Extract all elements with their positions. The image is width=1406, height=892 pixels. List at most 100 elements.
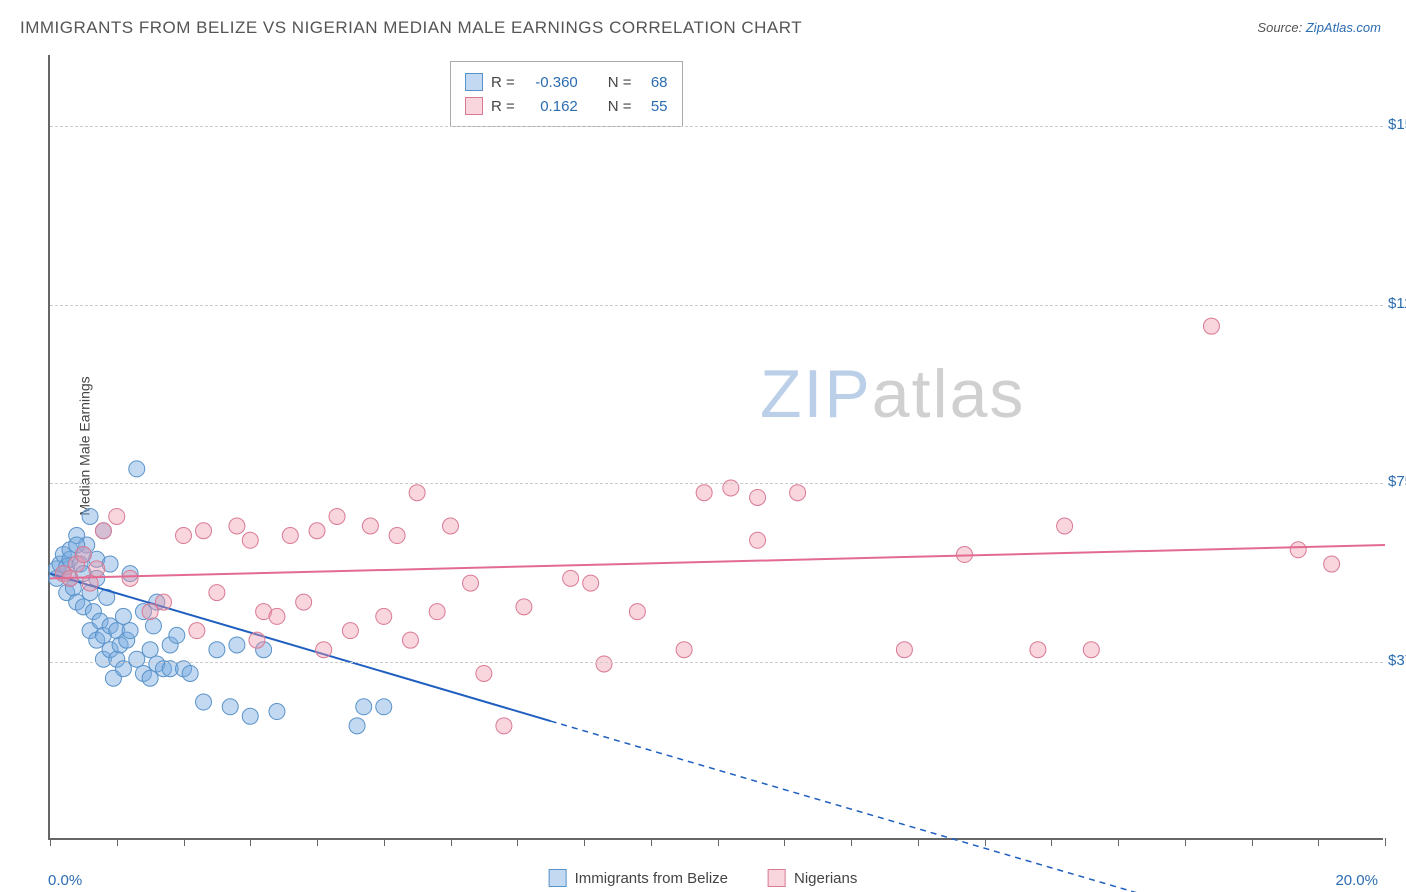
x-tick [718, 838, 719, 846]
data-point [122, 623, 138, 639]
data-point [229, 518, 245, 534]
legend-n-label-2: N = [608, 98, 632, 115]
data-point [563, 570, 579, 586]
x-tick [584, 838, 585, 846]
data-point [282, 528, 298, 544]
data-point [676, 642, 692, 658]
data-point [376, 699, 392, 715]
data-point [269, 608, 285, 624]
data-point [182, 665, 198, 681]
legend-row-nigerians: R = 0.162 N = 55 [465, 94, 668, 118]
data-point [696, 485, 712, 501]
data-point [1290, 542, 1306, 558]
data-point [342, 623, 358, 639]
x-tick [918, 838, 919, 846]
x-tick [384, 838, 385, 846]
data-point [115, 661, 131, 677]
data-point [309, 523, 325, 539]
data-point [443, 518, 459, 534]
bottom-swatch-nigerians [768, 869, 786, 887]
x-tick [1252, 838, 1253, 846]
legend-swatch-nigerians [465, 97, 483, 115]
data-point [516, 599, 532, 615]
data-point [329, 508, 345, 524]
data-point [249, 632, 265, 648]
data-point [790, 485, 806, 501]
source-link[interactable]: ZipAtlas.com [1306, 20, 1381, 35]
trend-line-dashed [551, 721, 1152, 892]
data-point [429, 604, 445, 620]
x-tick [1385, 838, 1386, 846]
data-point [496, 718, 512, 734]
x-axis-label-max: 20.0% [1335, 872, 1378, 889]
source-label: Source: [1257, 20, 1302, 35]
x-tick [1318, 838, 1319, 846]
data-point [122, 570, 138, 586]
data-point [169, 627, 185, 643]
gridline [50, 662, 1383, 663]
data-point [229, 637, 245, 653]
legend-n-value-nigerians: 55 [640, 98, 668, 115]
data-point [142, 670, 158, 686]
data-point [155, 594, 171, 610]
data-point [1203, 318, 1219, 334]
data-point [1030, 642, 1046, 658]
data-point [296, 594, 312, 610]
bottom-label-nigerians: Nigerians [794, 870, 857, 887]
data-point [476, 665, 492, 681]
chart-svg [50, 55, 1383, 838]
data-point [750, 489, 766, 505]
data-point [242, 708, 258, 724]
plot-area: ZIPatlas R = -0.360 N = 68 R = 0.162 N =… [48, 55, 1383, 840]
legend-row-belize: R = -0.360 N = 68 [465, 70, 668, 94]
x-axis-label-min: 0.0% [48, 872, 82, 889]
data-point [463, 575, 479, 591]
x-tick [851, 838, 852, 846]
y-tick-label: $150,000 [1388, 116, 1406, 133]
data-point [176, 528, 192, 544]
x-tick [784, 838, 785, 846]
data-point [115, 608, 131, 624]
bottom-legend-nigerians: Nigerians [768, 869, 857, 887]
data-point [376, 608, 392, 624]
x-tick [317, 838, 318, 846]
gridline [50, 126, 1383, 127]
data-point [896, 642, 912, 658]
data-point [409, 485, 425, 501]
data-point [189, 623, 205, 639]
legend-r-value-belize: -0.360 [523, 74, 578, 91]
legend-r-label: R = [491, 74, 515, 91]
data-point [356, 699, 372, 715]
x-tick [985, 838, 986, 846]
bottom-legend: Immigrants from Belize Nigerians [549, 869, 858, 887]
x-tick [50, 838, 51, 846]
data-point [629, 604, 645, 620]
chart-title: IMMIGRANTS FROM BELIZE VS NIGERIAN MEDIA… [20, 18, 802, 38]
data-point [1083, 642, 1099, 658]
data-point [196, 694, 212, 710]
legend-n-value-belize: 68 [640, 74, 668, 91]
data-point [269, 704, 285, 720]
data-point [362, 518, 378, 534]
gridline [50, 483, 1383, 484]
legend-r-value-nigerians: 0.162 [523, 98, 578, 115]
bottom-legend-belize: Immigrants from Belize [549, 869, 728, 887]
data-point [1324, 556, 1340, 572]
y-tick-label: $37,500 [1388, 652, 1406, 669]
source-attribution: Source: ZipAtlas.com [1257, 20, 1381, 35]
data-point [209, 585, 225, 601]
x-tick [117, 838, 118, 846]
data-point [129, 651, 145, 667]
data-point [75, 547, 91, 563]
data-point [145, 618, 161, 634]
data-point [750, 532, 766, 548]
x-tick [184, 838, 185, 846]
y-tick-label: $75,000 [1388, 473, 1406, 490]
data-point [389, 528, 405, 544]
legend-swatch-belize [465, 73, 483, 91]
data-point [596, 656, 612, 672]
x-tick [250, 838, 251, 846]
gridline [50, 305, 1383, 306]
data-point [222, 699, 238, 715]
data-point [109, 508, 125, 524]
